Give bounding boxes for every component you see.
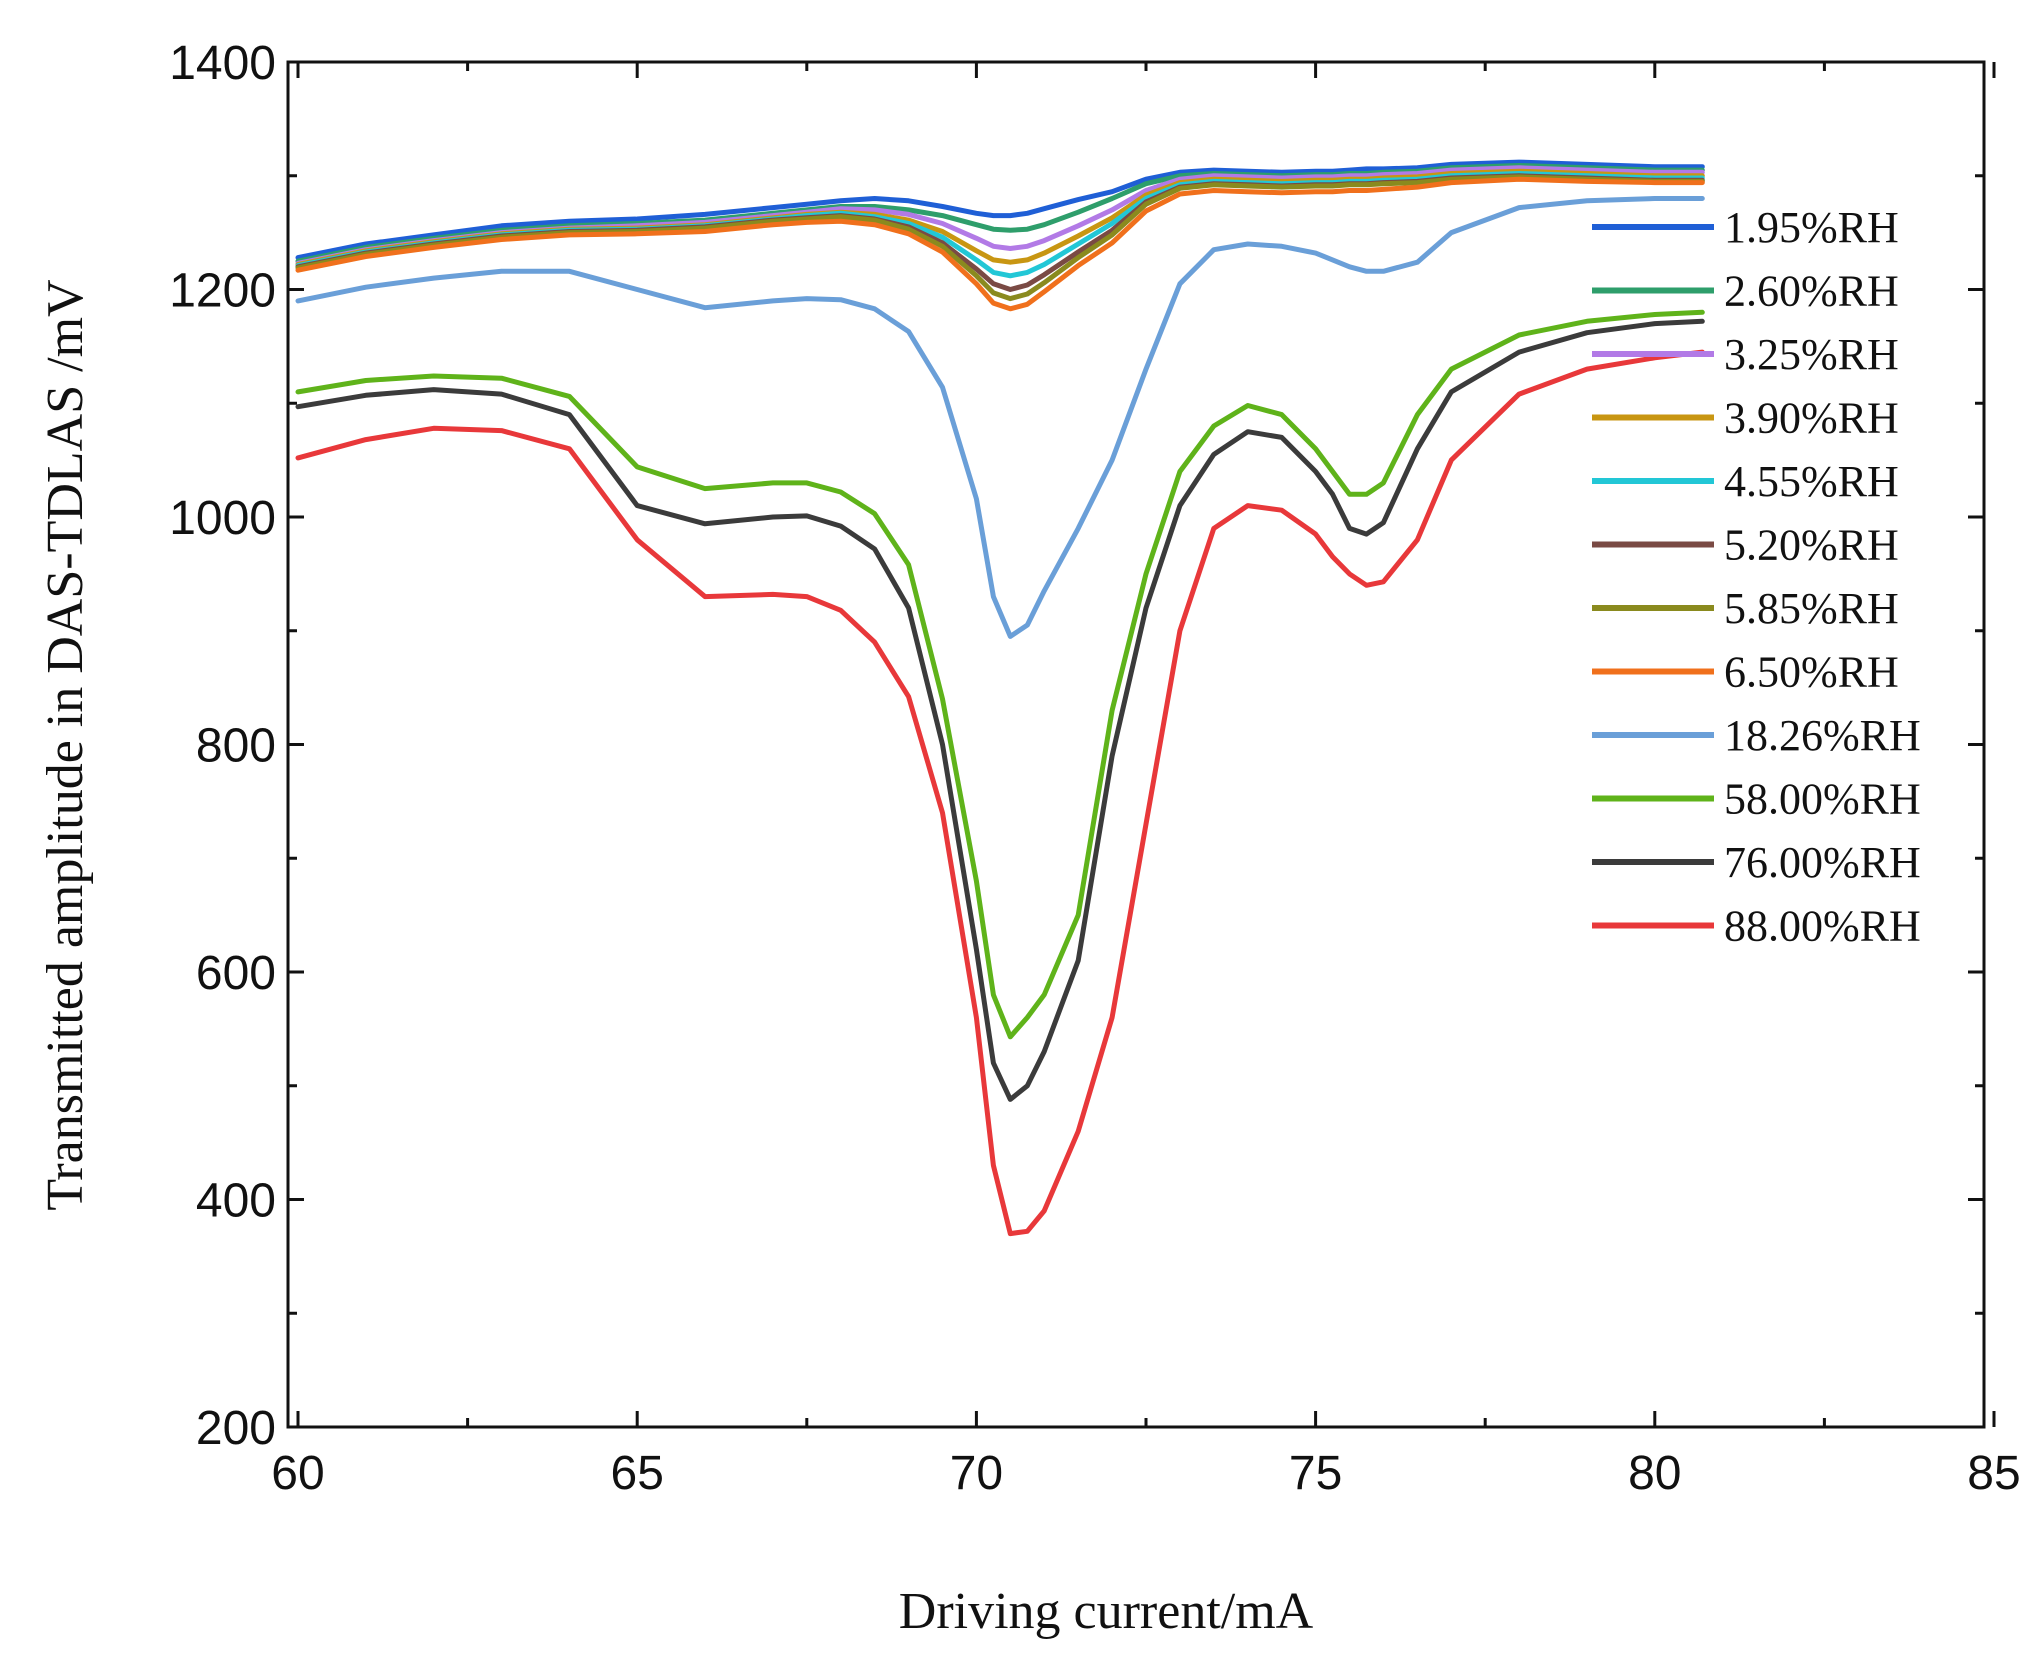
- legend-label: 4.55%RH: [1724, 457, 1899, 506]
- legend-label: 58.00%RH: [1724, 775, 1921, 824]
- legend-label: 5.85%RH: [1724, 584, 1899, 633]
- x-tick-label: 70: [950, 1447, 1003, 1500]
- x-tick-label: 65: [611, 1447, 664, 1500]
- x-tick-label: 75: [1289, 1447, 1342, 1500]
- y-tick-label: 600: [196, 947, 276, 1000]
- series-line-0: [295, 159, 1705, 261]
- legend-label: 18.26%RH: [1724, 711, 1921, 760]
- series-line-7: [295, 176, 1705, 312]
- y-tick-label: 1000: [169, 492, 276, 545]
- legend-label: 6.50%RH: [1724, 648, 1899, 697]
- legend-label: 3.90%RH: [1724, 394, 1899, 443]
- legend-label: 1.95%RH: [1724, 203, 1899, 252]
- y-tick-label: 1200: [169, 265, 276, 318]
- legend-label: 5.20%RH: [1724, 521, 1899, 570]
- y-tick-label: 200: [196, 1402, 276, 1455]
- y-tick-label: 800: [196, 720, 276, 773]
- x-axis-title: Driving current/mA: [899, 1583, 1314, 1640]
- legend: 1.95%RH 2.60%RH 3.25%RH 3.90%RH 4.55%RH 5.20%…: [1592, 203, 1921, 951]
- y-axis-title: Transmitted amplitude in DAS-TDLAS /mV: [37, 279, 94, 1210]
- x-tick-label: 80: [1628, 1447, 1681, 1500]
- series-line-10: [295, 318, 1705, 1102]
- series-line-6: [295, 174, 1705, 302]
- series-line-11: [295, 349, 1705, 1237]
- x-tick-label: 85: [1967, 1447, 2020, 1500]
- series-line-9: [295, 309, 1705, 1040]
- y-tick-label: 400: [196, 1175, 276, 1228]
- series-line-8: [295, 196, 1705, 639]
- series-layer: [295, 159, 1705, 1237]
- axis-ticks: 60 65 70 75 80 85 200 400 600 800 1000 1200 1400: [169, 37, 2020, 1500]
- y-tick-label: 1400: [169, 37, 276, 90]
- x-tick-label: 60: [271, 1447, 324, 1500]
- legend-label: 76.00%RH: [1724, 838, 1921, 887]
- legend-label: 88.00%RH: [1724, 902, 1921, 951]
- legend-label: 3.25%RH: [1724, 330, 1899, 379]
- legend-label: 2.60%RH: [1724, 267, 1899, 316]
